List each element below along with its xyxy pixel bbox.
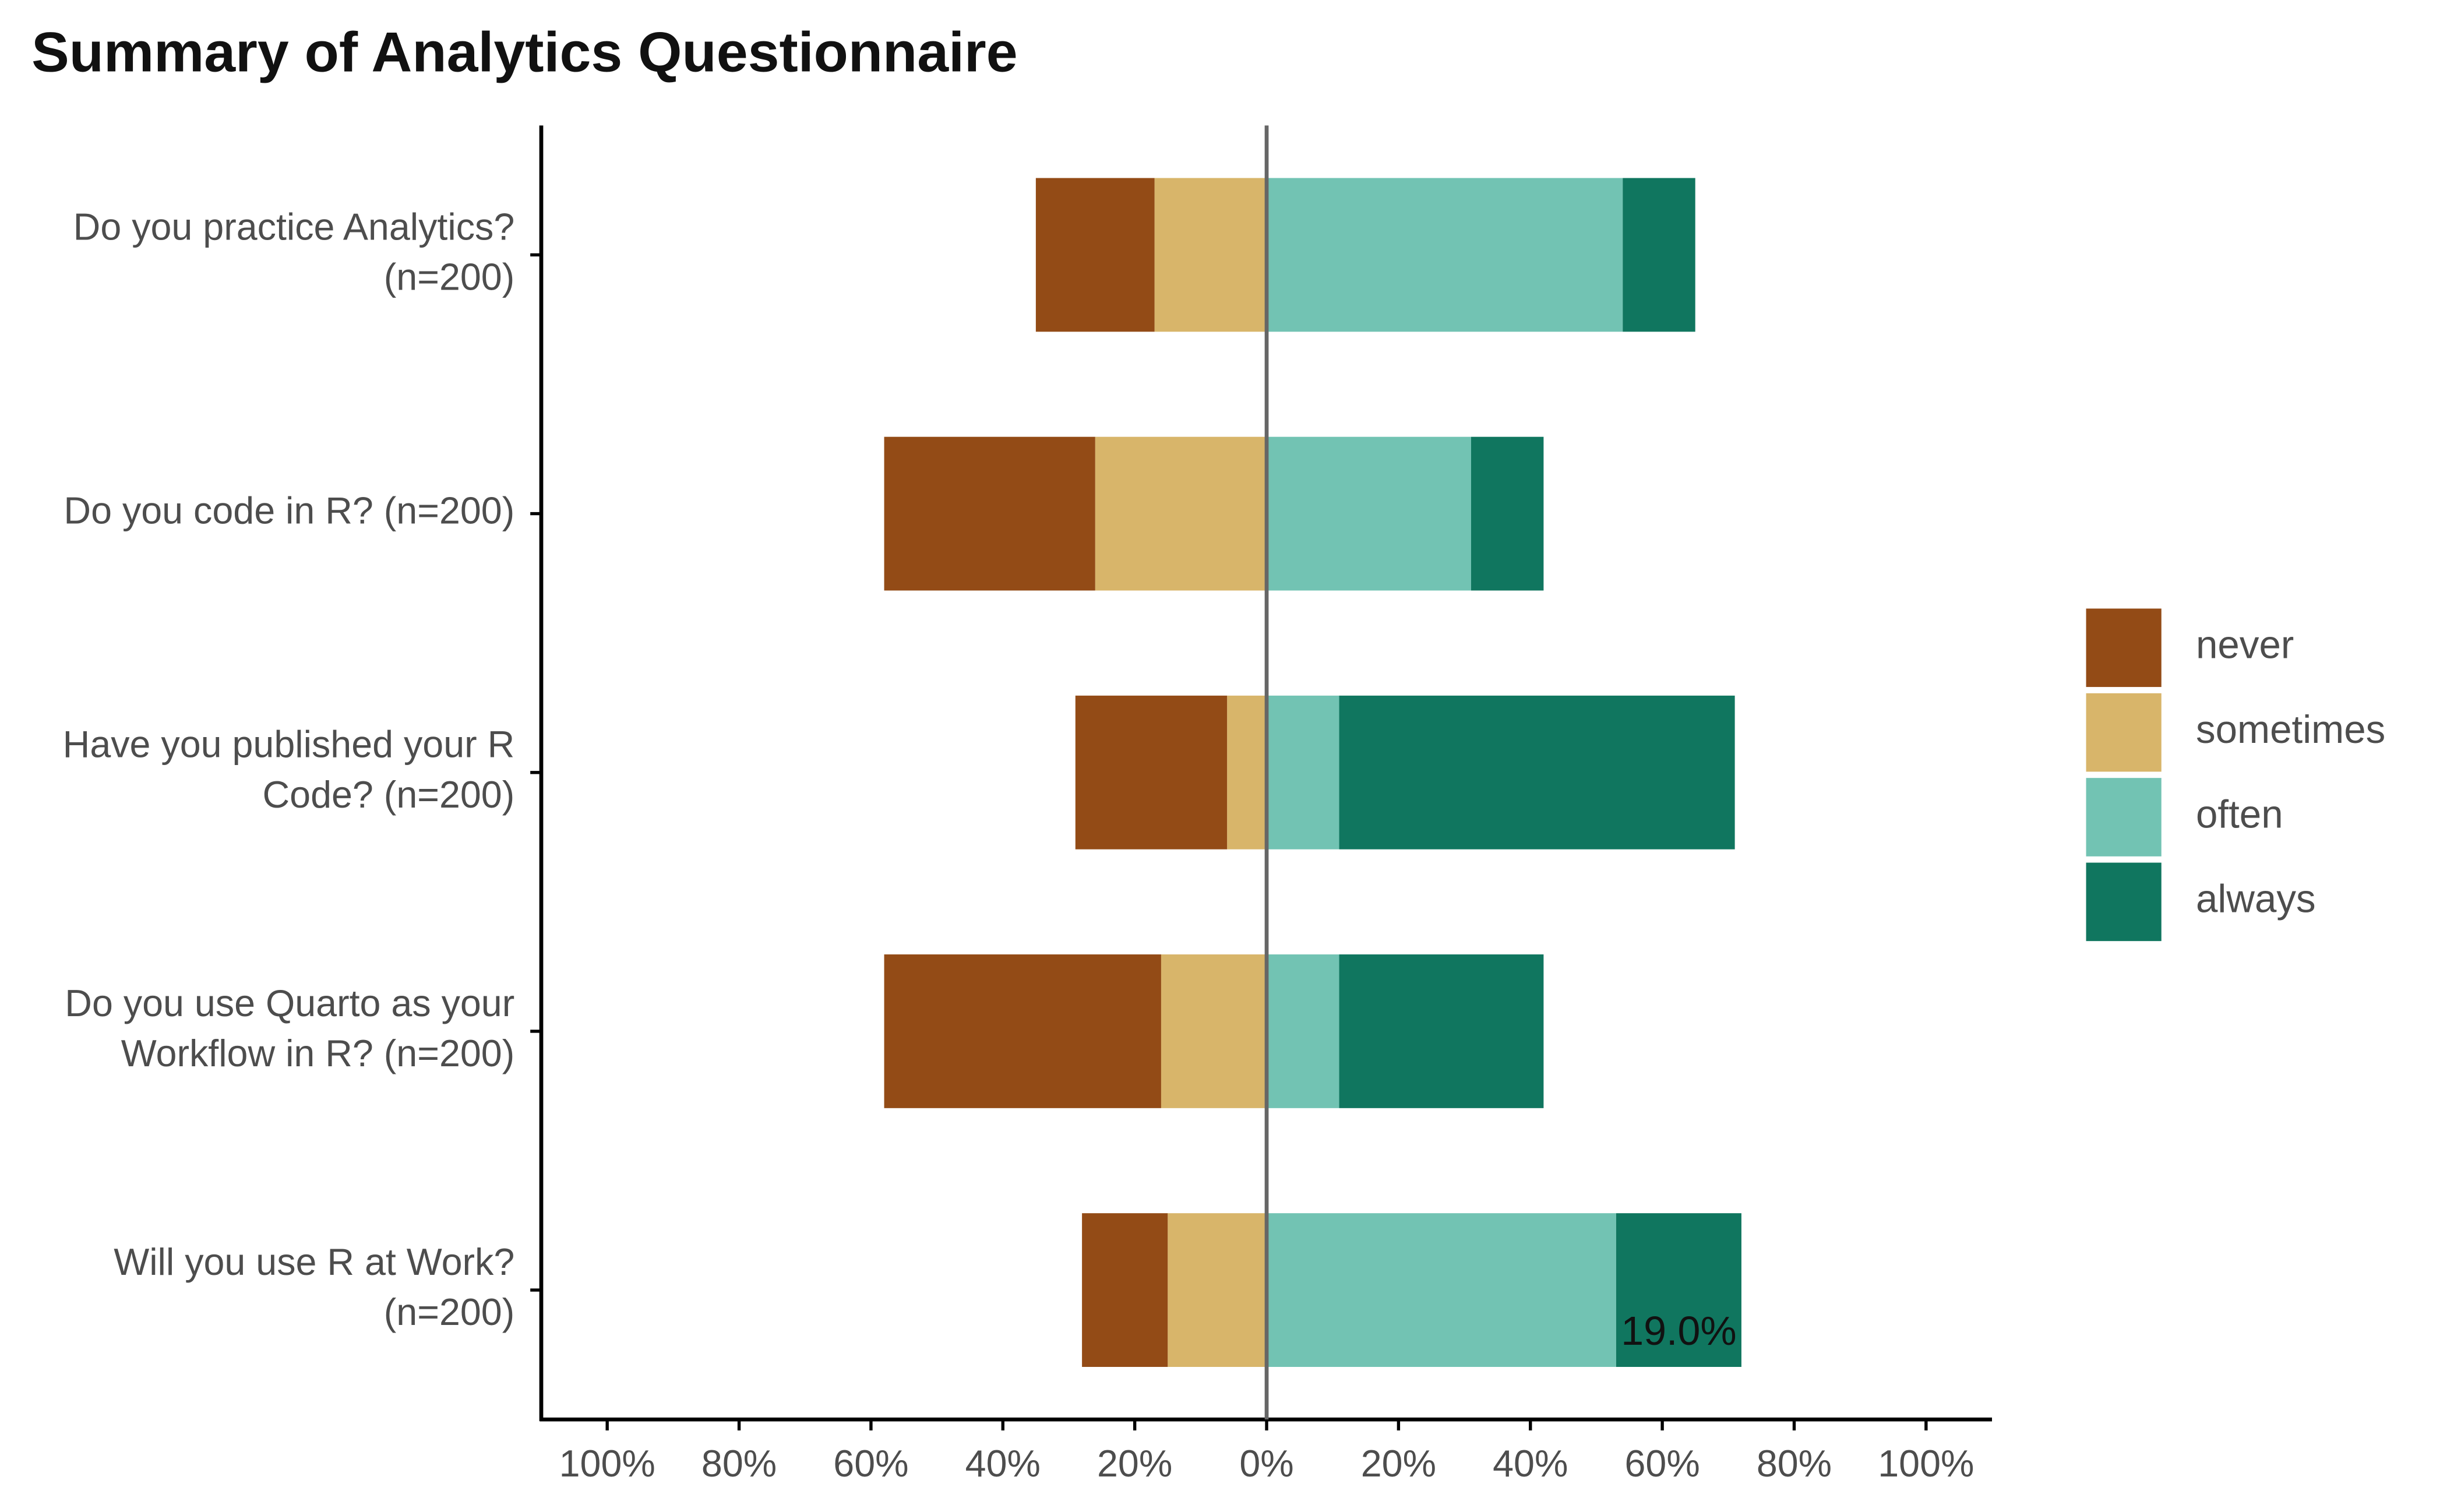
bar-segment: [1339, 954, 1544, 1108]
bar-segment: [1075, 695, 1228, 850]
x-tick-label: 40%: [1493, 1443, 1568, 1485]
bar-segment: [1161, 954, 1267, 1108]
bar-segment: [1616, 1213, 1741, 1367]
bar-segment: [1154, 178, 1267, 332]
x-tick-label: 60%: [833, 1443, 908, 1485]
x-tick-label: 80%: [1757, 1443, 1832, 1485]
legend-label: always: [2196, 877, 2316, 921]
bar-segment: [1339, 695, 1735, 850]
bar-segment: [1623, 178, 1695, 332]
x-tick-label: 80%: [701, 1443, 777, 1485]
y-tick-label: Will you use R at Work?: [114, 1241, 514, 1283]
legend-key: [2086, 608, 2162, 688]
y-tick-label: Do you use Quarto as your: [65, 982, 514, 1024]
bar-segment: [1227, 695, 1267, 850]
bar-segment: [1267, 695, 1339, 850]
x-tick-label: 100%: [1878, 1443, 1974, 1485]
bar-segment: [1168, 1213, 1267, 1367]
x-tick-label: 0%: [1239, 1443, 1293, 1485]
y-tick-label: Workflow in R? (n=200): [121, 1032, 515, 1074]
bar-segment: [1267, 436, 1471, 591]
bar-segment: [1267, 178, 1623, 332]
x-tick-label: 60%: [1624, 1443, 1699, 1485]
bar-segment: [884, 436, 1095, 591]
y-tick-label: Do you practice Analytics?: [73, 206, 515, 248]
x-tick-label: 40%: [965, 1443, 1041, 1485]
x-tick-label: 20%: [1361, 1443, 1436, 1485]
legend-key: [2086, 778, 2162, 857]
bar-segment: [1082, 1213, 1168, 1367]
legend-key: [2086, 693, 2162, 772]
y-tick-label: Code? (n=200): [263, 774, 515, 816]
value-label: 19.0%: [1621, 1308, 1736, 1354]
y-tick-label: (n=200): [384, 1291, 514, 1333]
y-tick-label: Have you published your R: [63, 724, 515, 766]
legend-label: sometimes: [2196, 708, 2385, 752]
bar-segment: [1471, 436, 1544, 591]
bar-segment: [1267, 954, 1339, 1108]
legend-key: [2086, 862, 2162, 942]
y-tick-label: Do you code in R? (n=200): [64, 490, 514, 532]
chart-title: Summary of Analytics Questionnaire: [31, 20, 1017, 84]
bar-segment: [1267, 1213, 1616, 1367]
x-tick-label: 100%: [559, 1443, 655, 1485]
y-tick-label: (n=200): [384, 256, 514, 298]
x-tick-label: 20%: [1097, 1443, 1172, 1485]
bar-segment: [1035, 178, 1155, 332]
legend-label: often: [2196, 792, 2283, 836]
bar-segment: [884, 954, 1161, 1108]
bar-segment: [1095, 436, 1267, 591]
legend-label: never: [2196, 623, 2294, 667]
